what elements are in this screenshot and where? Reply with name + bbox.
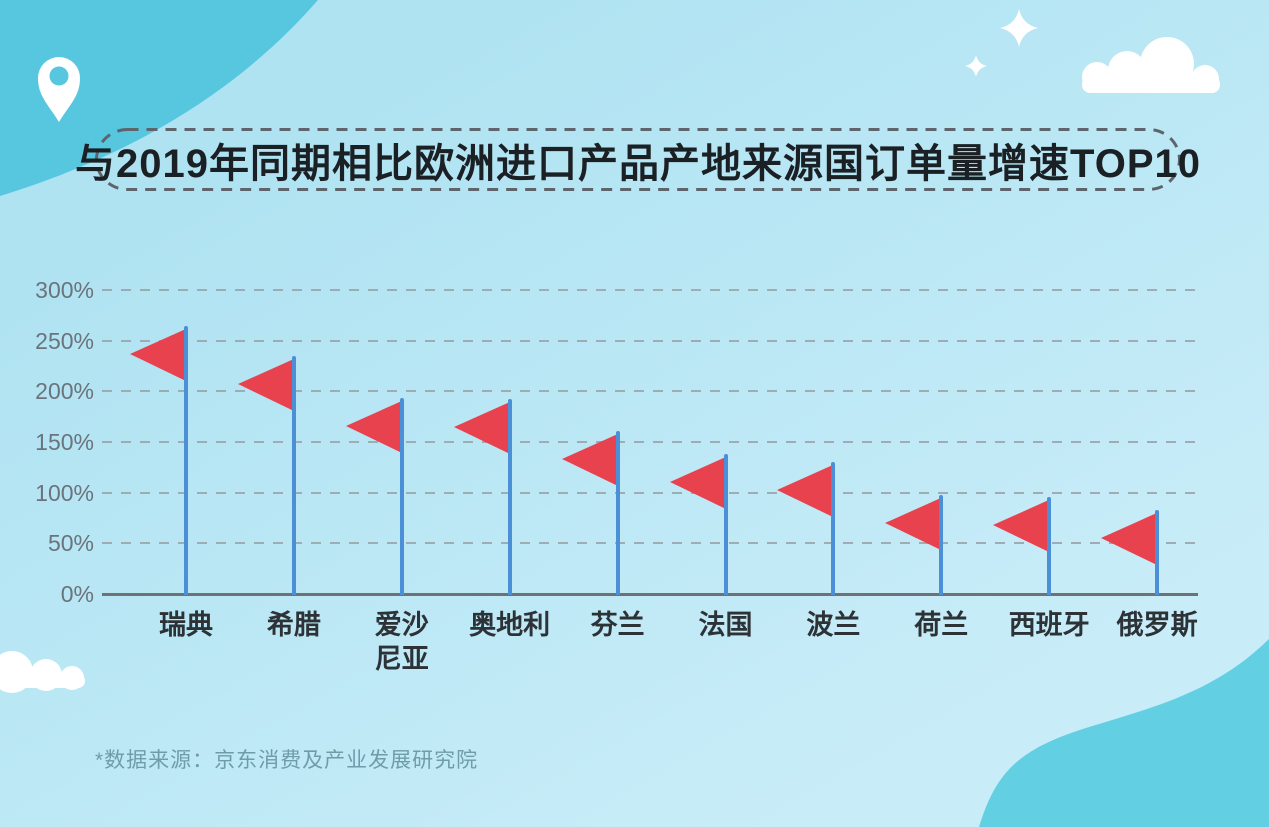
category-label: 奥地利 xyxy=(469,610,551,640)
sparkle-icon-large xyxy=(1000,9,1038,47)
chart-title: 与2019年同期相比欧洲进口产品产地来源国订单量增速TOP10 xyxy=(75,141,1201,186)
flag-pole xyxy=(184,326,188,595)
category-label: 希腊 xyxy=(266,610,321,640)
x-axis-line xyxy=(102,593,1198,596)
flag-marker xyxy=(345,400,404,455)
flag-marker xyxy=(561,432,620,487)
category-label: 芬兰 xyxy=(590,610,645,640)
flag-marker xyxy=(130,328,188,383)
flag-pole xyxy=(1047,496,1052,595)
flag-pole xyxy=(615,430,620,595)
chart-title-box: 与2019年同期相比欧洲进口产品产地来源国订单量增速TOP10 xyxy=(75,128,1200,191)
flag-marker xyxy=(669,456,728,511)
category-label: 波兰 xyxy=(806,610,861,640)
corner-wave-bottom-right xyxy=(979,639,1269,827)
y-axis-tick-label: 100% xyxy=(35,479,94,506)
flag-pole xyxy=(831,462,836,595)
flag-pole xyxy=(399,398,404,595)
gridline xyxy=(102,289,1198,291)
gridline xyxy=(102,339,1198,342)
flag-pole xyxy=(291,355,296,595)
y-axis-tick-label: 200% xyxy=(35,378,94,405)
gridline xyxy=(102,542,1198,545)
y-axis-tick-label: 250% xyxy=(35,327,94,354)
y-axis-tick-label: 300% xyxy=(35,277,94,303)
gridline xyxy=(102,441,1198,443)
category-label: 俄罗斯 xyxy=(1116,610,1198,640)
category-label: 荷兰 xyxy=(914,610,969,640)
cloud-icon-top-right xyxy=(1082,37,1220,93)
category-label: 爱沙 尼亚 xyxy=(374,610,429,674)
flag-pole xyxy=(939,494,944,595)
flag-marker xyxy=(993,498,1052,553)
data-source-note: *数据来源：京东消费及产业发展研究院 xyxy=(95,749,479,772)
y-axis-tick-label: 150% xyxy=(35,429,94,455)
y-axis-tick-label: 0% xyxy=(60,581,94,607)
sparkle-icon-small xyxy=(965,55,987,77)
gridline xyxy=(102,491,1198,494)
category-label: 法国 xyxy=(698,610,753,640)
flag-pole xyxy=(1155,509,1160,595)
flag-marker xyxy=(453,401,512,456)
dashed-border xyxy=(95,128,1181,191)
flag-marker xyxy=(885,496,944,551)
category-label: 瑞典 xyxy=(159,610,213,640)
cloud-icon-bottom-left xyxy=(0,651,85,693)
category-label: 西班牙 xyxy=(1008,610,1090,640)
flag-marker xyxy=(237,357,296,412)
flag-marker xyxy=(777,464,836,519)
flag-pole xyxy=(723,454,728,595)
location-pin-icon xyxy=(38,57,80,122)
flag-pole xyxy=(507,399,512,595)
gridline xyxy=(102,390,1198,393)
corner-wave-top-left xyxy=(0,0,318,196)
flag-marker xyxy=(1101,511,1160,566)
y-axis-tick-label: 50% xyxy=(47,530,94,557)
